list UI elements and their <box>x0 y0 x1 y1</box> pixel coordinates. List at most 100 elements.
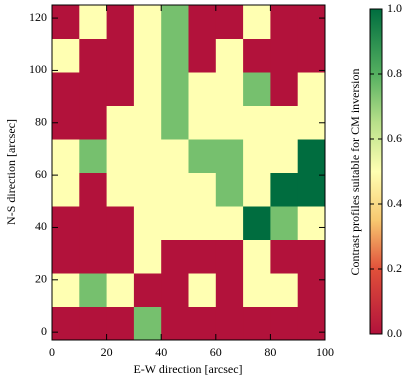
heatmap-cell <box>79 39 107 73</box>
heatmap-cell <box>107 173 135 207</box>
heatmap-cell <box>243 240 271 274</box>
heatmap-cell <box>79 206 107 240</box>
heatmap-cell <box>189 273 217 307</box>
x-axis-label: E-W direction [arcsec] <box>133 362 242 376</box>
heatmap-cell <box>134 139 162 173</box>
heatmap-cell <box>161 39 189 73</box>
colorbar-tick-label: 1.0 <box>387 1 402 15</box>
heatmap-cell <box>79 5 107 39</box>
heatmap-cell <box>161 173 189 207</box>
colorbar-tick-label: 0.4 <box>387 196 402 210</box>
heatmap-cell <box>134 5 162 39</box>
colorbar-tick-label: 0.2 <box>387 261 402 275</box>
heatmap-cell <box>243 72 271 106</box>
heatmap-cell <box>79 173 107 207</box>
y-axis-label: N-S direction [arcsec] <box>4 119 18 225</box>
heatmap-cell <box>216 72 244 106</box>
heatmap-cell <box>216 307 244 341</box>
heatmap-cell <box>134 173 162 207</box>
heatmap-cell <box>216 273 244 307</box>
heatmap-cell <box>52 307 80 341</box>
heatmap-cell <box>243 206 271 240</box>
y-tick-label: 120 <box>29 10 47 24</box>
heatmap-cell <box>161 72 189 106</box>
heatmap-cell <box>243 139 271 173</box>
heatmap-cell <box>270 72 298 106</box>
heatmap-cell <box>270 106 298 140</box>
heatmap-cell <box>298 206 326 240</box>
heatmap-cell <box>79 72 107 106</box>
heatmap-cell <box>216 39 244 73</box>
heatmap-cell <box>298 139 326 173</box>
heatmap-cell <box>243 39 271 73</box>
heatmap-cell <box>107 106 135 140</box>
heatmap-cell <box>107 240 135 274</box>
heatmap-cell <box>189 307 217 341</box>
heatmap-cell <box>161 307 189 341</box>
y-tick-label: 20 <box>35 272 47 286</box>
heatmap-cell <box>216 106 244 140</box>
colorbar-label: Contrast profiles suitable for CM invers… <box>348 69 362 276</box>
heatmap-cell <box>52 173 80 207</box>
heatmap-cell <box>134 273 162 307</box>
heatmap-cell <box>216 5 244 39</box>
heatmap-cell <box>161 206 189 240</box>
heatmap <box>52 5 326 341</box>
heatmap-cell <box>161 240 189 274</box>
heatmap-cell <box>216 173 244 207</box>
heatmap-cell <box>216 206 244 240</box>
heatmap-cell <box>52 5 80 39</box>
heatmap-cell <box>134 72 162 106</box>
colorbar <box>370 9 382 334</box>
heatmap-cell <box>270 206 298 240</box>
heatmap-cell <box>243 273 271 307</box>
heatmap-cell <box>107 307 135 341</box>
heatmap-cell <box>79 273 107 307</box>
y-tick-label: 100 <box>29 62 47 76</box>
heatmap-cell <box>298 273 326 307</box>
heatmap-cell <box>79 139 107 173</box>
heatmap-cell <box>52 72 80 106</box>
colorbar-tick-label: 0.0 <box>387 326 402 340</box>
heatmap-cell <box>270 273 298 307</box>
heatmap-cell <box>270 5 298 39</box>
heatmap-cell <box>52 39 80 73</box>
x-tick-label: 20 <box>101 345 113 359</box>
heatmap-cell <box>243 307 271 341</box>
heatmap-cell <box>189 139 217 173</box>
colorbar-tick-label: 0.6 <box>387 131 402 145</box>
heatmap-cell <box>161 273 189 307</box>
heatmap-cell <box>134 106 162 140</box>
heatmap-cell <box>107 39 135 73</box>
heatmap-cell <box>189 173 217 207</box>
heatmap-cell <box>79 240 107 274</box>
heatmap-cell <box>270 139 298 173</box>
heatmap-cell <box>189 206 217 240</box>
heatmap-cell <box>298 39 326 73</box>
y-tick-label: 80 <box>35 115 47 129</box>
heatmap-cell <box>134 206 162 240</box>
heatmap-cell <box>270 173 298 207</box>
heatmap-cell <box>79 106 107 140</box>
heatmap-cell <box>107 139 135 173</box>
y-tick-label: 40 <box>35 219 47 233</box>
heatmap-cell <box>52 206 80 240</box>
heatmap-cell <box>107 5 135 39</box>
x-tick-label: 100 <box>316 345 334 359</box>
heatmap-cell <box>243 106 271 140</box>
heatmap-cell <box>107 206 135 240</box>
heatmap-cell <box>298 5 326 39</box>
heatmap-cell <box>189 72 217 106</box>
heatmap-cell <box>161 106 189 140</box>
heatmap-cell <box>298 240 326 274</box>
heatmap-cell <box>243 173 271 207</box>
heatmap-cell <box>298 173 326 207</box>
heatmap-cell <box>52 139 80 173</box>
heatmap-cell <box>189 240 217 274</box>
heatmap-cell <box>134 39 162 73</box>
heatmap-cell <box>161 139 189 173</box>
heatmap-cell <box>270 39 298 73</box>
heatmap-cell <box>79 307 107 341</box>
x-tick-label: 80 <box>264 345 276 359</box>
heatmap-cell <box>189 39 217 73</box>
